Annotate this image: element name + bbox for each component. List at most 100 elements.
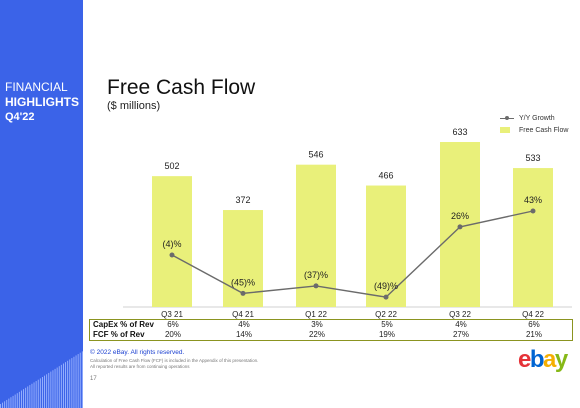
- fcf-value-label: 533: [525, 153, 540, 163]
- fcf-value-label: 466: [378, 171, 393, 181]
- sidebar-deco-bar: [10, 397, 12, 408]
- growth-value-label: (49)%: [374, 281, 398, 291]
- metric-cell: 5%: [381, 320, 393, 329]
- sidebar-deco-bar: [8, 398, 10, 408]
- legend-label-fcf: Free Cash Flow: [519, 126, 569, 134]
- metric-cell: 21%: [525, 330, 542, 339]
- x-tick-label: Q4 22: [522, 310, 544, 319]
- growth-value-label: 26%: [451, 211, 469, 221]
- sidebar-deco-bar: [21, 390, 22, 408]
- page-number: 17: [90, 376, 97, 382]
- chart-subtitle: ($ millions): [107, 100, 161, 112]
- sidebar-deco-bar: [0, 404, 1, 408]
- metric-cell: 6%: [528, 320, 540, 329]
- metric-row-label: FCF % of Rev: [93, 330, 145, 339]
- sidebar-deco-bar: [44, 375, 45, 408]
- growth-value-label: (4)%: [162, 239, 181, 249]
- metric-cell: 19%: [378, 330, 395, 339]
- fcf-bar: [296, 164, 336, 307]
- sidebar-panel: FINANCIAL HIGHLIGHTS Q4'22: [0, 0, 83, 408]
- fcf-value-label: 633: [452, 127, 467, 137]
- x-tick-label: Q4 21: [232, 310, 254, 319]
- sidebar-deco-bar: [18, 391, 20, 408]
- metric-cell: 4%: [455, 320, 467, 329]
- sidebar-deco-bar: [12, 395, 14, 408]
- sidebar-deco-bar: [46, 374, 48, 408]
- logo-letter: a: [543, 346, 556, 373]
- legend-swatch-line: [500, 115, 514, 121]
- sidebar-deco-bar: [56, 367, 58, 408]
- growth-point: [457, 224, 463, 230]
- sidebar-deco-bar: [71, 358, 73, 408]
- sidebar-deco-bar: [75, 355, 77, 408]
- metrics-table: CapEx % of Rev 6% 4% 3% 5% 4% 6% FCF % of Rev 20…: [89, 319, 573, 341]
- footnote-fcf: Calculation of Free Cash Flow (FCF) is i…: [90, 358, 259, 363]
- sidebar-deco-bar: [48, 372, 50, 408]
- sidebar-deco-bar: [63, 363, 64, 408]
- sidebar-deco-bar: [69, 359, 71, 408]
- metric-cell: 6%: [167, 320, 179, 329]
- growth-point: [383, 294, 389, 300]
- sidebar-deco-bar: [23, 389, 24, 408]
- section-title-line3: Q4'22: [5, 111, 35, 123]
- metric-cell: 14%: [235, 330, 252, 339]
- fcf-bar: [152, 176, 192, 307]
- fcf-bar: [513, 168, 553, 307]
- logo-letter: b: [529, 346, 545, 373]
- metric-row: CapEx % of Rev 6% 4% 3% 5% 4% 6%: [90, 320, 572, 330]
- logo-letter: e: [518, 346, 531, 373]
- sidebar-deco-bar: [81, 351, 83, 408]
- ebay-logo: ebay: [518, 346, 568, 374]
- sidebar-deco-bar: [25, 387, 27, 408]
- legend-swatch-bar: [500, 127, 510, 133]
- sidebar-deco-bar: [35, 381, 37, 408]
- fcf-value-label: 502: [164, 161, 179, 171]
- growth-value-label: (37)%: [304, 270, 328, 280]
- growth-point: [530, 208, 536, 214]
- sidebar-deco-bar: [42, 377, 43, 408]
- sidebar-deco-bar: [50, 371, 52, 408]
- legend-item-fcf: Free Cash Flow: [500, 124, 568, 136]
- sidebar-deco-bar: [27, 386, 29, 408]
- x-tick-label: Q1 22: [305, 310, 327, 319]
- sidebar-decoration: [0, 351, 83, 408]
- metric-cell: 27%: [452, 330, 469, 339]
- metric-row: FCF % of Rev 20% 14% 22% 19% 27% 21%: [90, 330, 572, 340]
- footnote-continuing: All reported results are from continuing…: [90, 364, 190, 369]
- fcf-value-label: 372: [235, 195, 250, 205]
- growth-point: [169, 252, 175, 258]
- fcf-bar: [366, 185, 406, 307]
- x-tick-label: Q3 22: [449, 310, 471, 319]
- sidebar-deco-bar: [73, 356, 75, 408]
- logo-letter: y: [554, 346, 568, 373]
- sidebar-deco-bar: [2, 402, 3, 408]
- sidebar-deco-bar: [67, 360, 69, 408]
- sidebar-deco-bar: [4, 401, 6, 408]
- sidebar-deco-bar: [31, 383, 33, 408]
- growth-point: [313, 283, 319, 289]
- growth-line: [171, 210, 534, 298]
- sidebar-deco-bar: [29, 385, 31, 408]
- growth-value-label: 43%: [524, 195, 542, 205]
- sidebar-deco-bar: [39, 378, 41, 408]
- x-tick-label: Q2 22: [375, 310, 397, 319]
- growth-point: [240, 290, 246, 296]
- x-tick-label: Q3 21: [161, 310, 183, 319]
- sidebar-deco-bar: [79, 352, 81, 408]
- sidebar-deco-bar: [16, 393, 18, 408]
- metric-cell: 4%: [238, 320, 250, 329]
- chart-title: Free Cash Flow: [107, 76, 256, 99]
- sidebar-deco-bar: [14, 394, 16, 408]
- section-title-line1: FINANCIAL: [5, 80, 68, 94]
- sidebar-deco-bar: [37, 379, 39, 408]
- growth-value-label: (45)%: [231, 277, 255, 287]
- sidebar-deco-bar: [6, 399, 8, 408]
- sidebar-deco-bar: [77, 354, 79, 408]
- legend-label-growth: Y/Y Growth: [519, 114, 555, 122]
- copyright-text: © 2022 eBay. All rights reserved.: [90, 349, 185, 356]
- sidebar-deco-bar: [52, 370, 54, 408]
- metric-cell: 3%: [311, 320, 323, 329]
- legend-item-growth: Y/Y Growth: [500, 112, 568, 124]
- section-title: FINANCIAL HIGHLIGHTS Q4'22: [5, 80, 79, 125]
